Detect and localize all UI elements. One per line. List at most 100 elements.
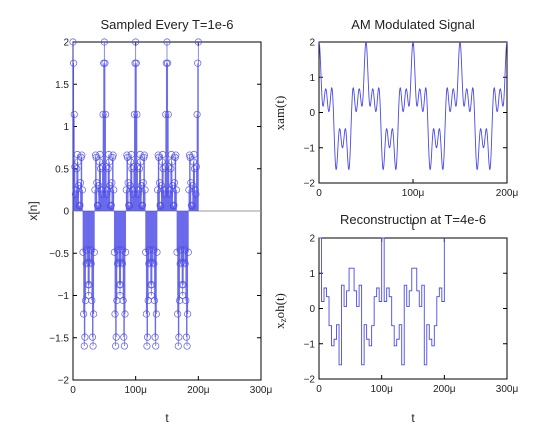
- sampled-marker: [112, 342, 120, 350]
- sampled-marker: [157, 181, 165, 190]
- sampled-marker: [182, 333, 191, 341]
- sampled-marker: [78, 186, 87, 194]
- sampled-marker: [76, 201, 84, 209]
- am-ytick-label: −2: [304, 179, 316, 190]
- sampled-marker: [177, 258, 186, 266]
- sampled-marker: [80, 310, 88, 318]
- sampled-marker: [153, 248, 161, 256]
- am-xlabel: t: [411, 219, 415, 233]
- reconstruction-ylabel: xzoh(t): [272, 293, 288, 329]
- sampled-marker: [138, 201, 147, 209]
- sampled-marker: [108, 179, 116, 187]
- sampled-marker: [111, 310, 119, 318]
- sampled-marker: [172, 151, 180, 159]
- reconstruction-line: [319, 237, 445, 366]
- sampled-marker: [174, 342, 182, 350]
- sampled-ytick-label: −1: [58, 291, 70, 302]
- sampled-ytick-label: −0.5: [49, 249, 69, 260]
- sampled-xtick-label: 200μ: [187, 385, 210, 396]
- sampled-ytick-label: 1: [63, 122, 69, 133]
- sampled-marker: [70, 59, 78, 67]
- reconstruction-ylabel-subscript: z: [278, 318, 288, 322]
- sampled-xtick-label: 100μ: [124, 385, 147, 396]
- sampled-marker: [167, 165, 175, 173]
- sampled-marker: [175, 333, 183, 341]
- sampled-ytick-label: −2: [58, 376, 70, 387]
- sampled-marker: [143, 342, 151, 350]
- sampled-marker: [119, 296, 127, 305]
- sampled-marker: [170, 179, 179, 187]
- sampled-marker: [135, 165, 144, 173]
- am-ytick-label: −1: [304, 143, 316, 154]
- sampled-marker: [184, 310, 192, 318]
- reconstruction-xtick-label: 300μ: [496, 384, 519, 395]
- sampled-marker: [90, 248, 98, 256]
- sampled-marker: [150, 296, 159, 305]
- sampled-signal-panel: Sampled Every T=1e-6 t x[n] 0 100μ 200μ 300…: [26, 17, 272, 425]
- sampled-marker: [163, 38, 171, 46]
- sampled-marker: [87, 260, 95, 268]
- sampled-marker: [110, 186, 118, 194]
- sampled-marker: [126, 181, 134, 190]
- sampled-marker: [90, 310, 98, 318]
- reconstruction-xtick-label: 0: [316, 384, 322, 395]
- sampled-marker: [132, 59, 140, 67]
- sampled-marker: [120, 333, 128, 341]
- sampled-title: Sampled Every T=1e-6: [100, 17, 233, 32]
- am-xtick-label: 200μ: [496, 188, 519, 199]
- am-ytick-label: 2: [309, 38, 315, 49]
- sampled-marker: [101, 110, 110, 119]
- sampled-marker: [99, 110, 107, 119]
- sampled-marker: [121, 310, 129, 318]
- sampled-xtick-label: 0: [70, 385, 76, 396]
- sampled-marker: [115, 258, 123, 266]
- sampled-marker: [150, 260, 158, 268]
- sampled-marker: [101, 59, 109, 67]
- reconstruction-ytick-label: −1: [304, 339, 316, 350]
- reconstruction-title: Reconstruction at T=4e-6: [340, 212, 486, 227]
- sampled-marker: [182, 296, 190, 305]
- sampled-marker: [83, 258, 92, 266]
- sampled-ylabel: x[n]: [26, 201, 40, 220]
- sampled-marker: [192, 190, 200, 198]
- sampled-marker: [162, 110, 170, 119]
- sampled-marker: [189, 181, 197, 190]
- sampled-marker: [164, 110, 172, 119]
- sampled-marker: [95, 181, 103, 190]
- sampled-marker: [151, 333, 159, 341]
- am-xtick-label: 0: [316, 188, 322, 199]
- sampled-marker: [140, 151, 149, 159]
- sampled-marker: [193, 110, 201, 119]
- am-ylabel: xam(t): [272, 96, 287, 131]
- sampled-marker: [164, 59, 172, 67]
- reconstruction-xtick-label: 200μ: [433, 384, 456, 395]
- sampled-marker: [133, 110, 141, 119]
- reconstruction-ylabel-rest: oh(t): [272, 293, 287, 318]
- sampled-marker: [78, 151, 86, 159]
- sampled-marker: [80, 342, 88, 350]
- am-signal-line: [318, 40, 508, 171]
- sampled-marker: [112, 333, 120, 341]
- sampled-marker: [69, 38, 77, 46]
- sampled-marker: [142, 310, 150, 318]
- sampled-marker: [88, 333, 97, 341]
- am-ytick-label: 0: [309, 108, 315, 119]
- am-title: AM Modulated Signal: [351, 17, 475, 32]
- reconstruction-xlabel: t: [411, 411, 415, 425]
- sampled-marker: [104, 165, 112, 173]
- sampled-marker: [184, 248, 192, 256]
- sampled-marker: [132, 38, 140, 46]
- sampled-xtick-label: 300μ: [250, 385, 273, 396]
- reconstruction-panel: Reconstruction at T=4e-6 t xzoh(t) 0 100μ…: [272, 212, 518, 425]
- sampled-ytick-label: 0: [63, 207, 69, 218]
- sampled-marker: [109, 151, 117, 159]
- sampled-marker: [100, 38, 108, 46]
- sampled-marker: [89, 342, 97, 350]
- sampled-marker: [181, 260, 189, 268]
- sampled-marker: [152, 310, 160, 318]
- sampled-stems: [69, 38, 202, 350]
- reconstruction-ytick-label: 1: [309, 269, 315, 280]
- sampled-marker: [130, 110, 139, 119]
- am-ytick-label: 1: [309, 73, 315, 84]
